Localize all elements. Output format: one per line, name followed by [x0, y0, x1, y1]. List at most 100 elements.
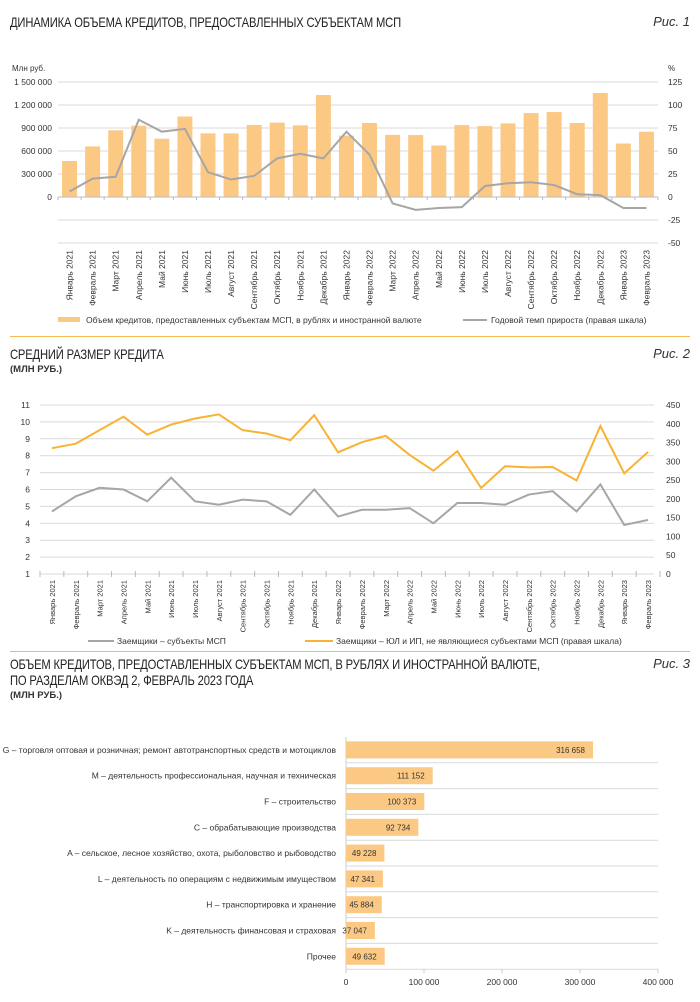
bar — [223, 133, 239, 197]
left-tick-label: 6 — [25, 485, 30, 495]
x-tick-label: Февраль 2022 — [358, 580, 367, 629]
category-label: M – деятельность профессиональная, научн… — [92, 771, 337, 781]
right-tick-label: 300 — [666, 456, 680, 466]
x-tick-label: Январь 2022 — [341, 250, 351, 301]
left-tick-label: 1 200 000 — [14, 100, 52, 110]
right-tick-label: 0 — [668, 192, 673, 202]
x-tick-label: Апрель 2021 — [119, 580, 128, 624]
left-tick-label: 0 — [47, 192, 52, 202]
bar — [346, 741, 593, 759]
right-tick-label: 350 — [666, 438, 680, 448]
right-tick-label: 200 — [666, 494, 680, 504]
x-tick-label: Ноябрь 2022 — [572, 250, 582, 301]
left-tick-label: 1 — [25, 569, 30, 579]
bar — [477, 126, 493, 197]
x-tick-label: 100 000 — [409, 977, 440, 987]
bar — [200, 133, 216, 197]
x-tick-label: Июнь 2022 — [457, 250, 467, 293]
x-tick-label: 400 000 — [643, 977, 674, 987]
x-tick-label: Июль 2021 — [191, 580, 200, 618]
x-tick-label: Январь 2021 — [48, 580, 57, 624]
chart3-title: ОБЪЕМ КРЕДИТОВ, ПРЕДОСТАВЛЕННЫХ СУБЪЕКТА… — [10, 656, 540, 672]
x-tick-label: Сентябрь 2021 — [249, 250, 259, 310]
x-tick-label: Апрель 2022 — [406, 580, 415, 624]
x-tick-label: Май 2021 — [157, 250, 167, 288]
x-tick-label: Октябрь 2021 — [272, 250, 282, 304]
bar — [431, 145, 447, 197]
bar-value-label: 92 734 — [386, 823, 411, 832]
bar — [346, 818, 419, 836]
chart3-title-line2: ПО РАЗДЕЛАМ ОКВЭД 2, ФЕВРАЛЬ 2023 ГОДА — [10, 672, 254, 688]
x-tick-label: Август 2022 — [503, 250, 513, 297]
chart2-title: СРЕДНИЙ РАЗМЕР КРЕДИТА — [10, 346, 164, 362]
legend-swatch-bar — [58, 317, 80, 322]
legend-label: Заемщики – ЮЛ и ИП, не являющиеся субъек… — [336, 636, 622, 646]
x-tick-label: Январь 2023 — [620, 580, 629, 624]
line-msp — [51, 476, 649, 527]
x-tick-label: Июнь 2021 — [180, 250, 190, 293]
left-tick-label: 9 — [25, 434, 30, 444]
x-tick-label: Август 2022 — [501, 580, 510, 621]
left-tick-label: 7 — [25, 468, 30, 478]
right-tick-label: 0 — [666, 569, 671, 579]
x-tick-label: Июль 2021 — [203, 250, 213, 293]
bar — [62, 160, 78, 197]
bar-value-label: 45 884 — [349, 901, 374, 910]
category-label: H – транспортировка и хранение — [206, 900, 336, 910]
right-tick-label: 450 — [666, 400, 680, 410]
x-tick-label: Октябрь 2022 — [549, 250, 559, 304]
chart2-subtitle: (МЛН РУБ.) — [10, 364, 62, 375]
x-tick-label: Март 2021 — [111, 250, 121, 292]
right-tick-label: 400 — [666, 419, 680, 429]
left-tick-label: 11 — [21, 400, 30, 410]
x-tick-label: Октябрь 2021 — [263, 580, 272, 628]
right-tick-label: 100 — [668, 100, 682, 110]
bar-value-label: 111 152 — [397, 772, 425, 781]
bar-value-label: 100 373 — [387, 798, 416, 807]
x-tick-label: 0 — [344, 977, 349, 987]
chart1-figure-label: Рис. 1 — [653, 14, 690, 29]
x-tick-label: Январь 2022 — [334, 580, 343, 624]
x-tick-label: Май 2022 — [434, 250, 444, 288]
bar — [346, 947, 385, 965]
right-tick-label: 125 — [668, 77, 682, 87]
x-tick-label: Февраль 2021 — [72, 580, 81, 629]
bar — [385, 134, 401, 197]
bar-value-label: 37 047 — [342, 927, 367, 936]
x-tick-label: Ноябрь 2021 — [295, 250, 305, 301]
x-tick-label: Сентябрь 2021 — [239, 580, 248, 632]
x-tick-label: Март 2022 — [382, 580, 391, 617]
bar — [131, 125, 147, 197]
line-non-msp — [51, 413, 649, 490]
chart2-figure-label: Рис. 2 — [653, 346, 690, 361]
bar — [346, 896, 382, 914]
bar — [546, 112, 562, 197]
bar — [346, 870, 383, 888]
category-label: F – строительство — [264, 797, 336, 807]
right-tick-label: 100 — [666, 531, 680, 541]
left-tick-label: 3 — [25, 535, 30, 545]
x-tick-label: Август 2021 — [226, 250, 236, 297]
left-tick-label: 8 — [25, 451, 30, 461]
x-tick-label: Декабрь 2021 — [310, 580, 319, 628]
bar — [523, 113, 539, 197]
left-tick-label: 300 000 — [21, 169, 52, 179]
x-tick-label: Ноябрь 2021 — [286, 580, 295, 625]
right-tick-label: 50 — [666, 550, 676, 560]
left-tick-label: 2 — [25, 552, 30, 562]
bar — [362, 123, 378, 197]
x-tick-label: 300 000 — [565, 977, 596, 987]
x-tick-label: Сентябрь 2022 — [526, 250, 536, 310]
x-tick-label: Июнь 2021 — [167, 580, 176, 618]
left-tick-label: 1 500 000 — [14, 77, 52, 87]
x-tick-label: Октябрь 2022 — [549, 580, 558, 628]
right-tick-label: 50 — [668, 146, 678, 156]
x-tick-label: Январь 2023 — [618, 250, 628, 301]
bar-value-label: 316 658 — [556, 746, 585, 755]
left-tick-label: 10 — [21, 417, 31, 427]
x-tick-label: Февраль 2023 — [641, 250, 651, 306]
category-label: Прочее — [307, 951, 337, 961]
legend-label: Заемщики – субъекты МСП — [117, 636, 226, 646]
x-tick-label: Январь 2021 — [65, 250, 75, 301]
